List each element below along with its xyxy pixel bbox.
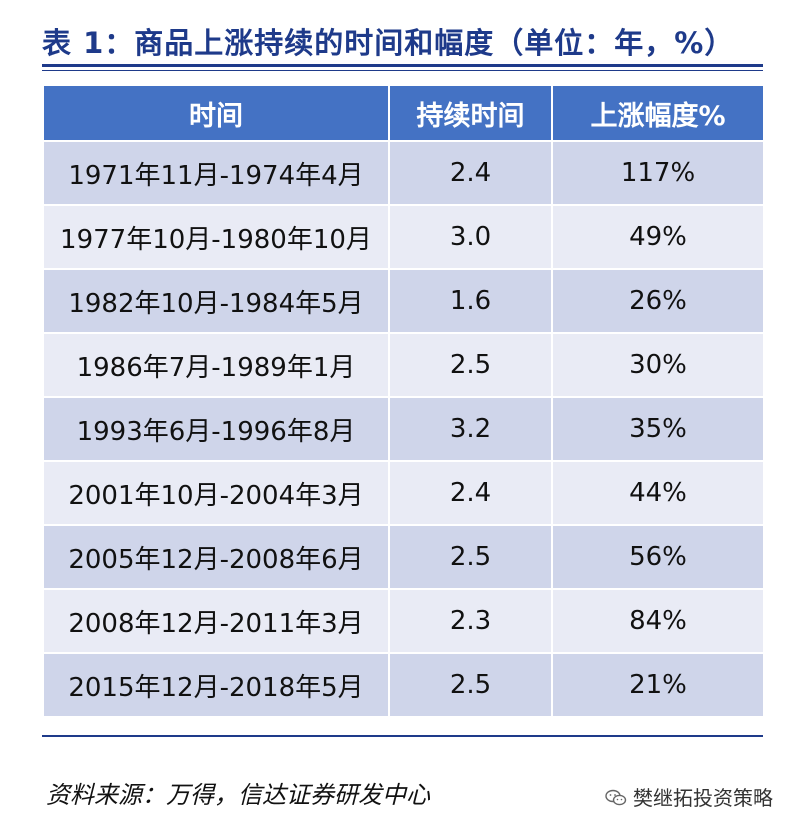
wechat-icon — [605, 788, 627, 806]
watermark: 樊继拓投资策略 — [605, 782, 773, 811]
header-increase: 上涨幅度% — [551, 84, 765, 142]
top-rule-thin — [42, 70, 763, 71]
table-header-row: 时间 持续时间 上涨幅度% — [42, 84, 765, 142]
table-row: 2001年10月-2004年3月 2.4 44% — [42, 460, 765, 526]
table-row: 1971年11月-1974年4月 2.4 117% — [42, 140, 765, 206]
table-title: 表 1：商品上涨持续的时间和幅度（单位：年，%） — [42, 26, 735, 60]
table-row: 2008年12月-2011年3月 2.3 84% — [42, 588, 765, 654]
cell-duration: 2.5 — [388, 332, 553, 398]
cell-period: 1993年6月-1996年8月 — [42, 396, 390, 462]
cell-increase: 21% — [551, 652, 765, 718]
cell-period: 1982年10月-1984年5月 — [42, 268, 390, 334]
cell-increase: 26% — [551, 268, 765, 334]
cell-duration: 2.5 — [388, 524, 553, 590]
cell-duration: 3.0 — [388, 204, 553, 270]
cell-increase: 84% — [551, 588, 765, 654]
source-note: 资料来源：万得，信达证券研发中心 — [46, 781, 430, 809]
cell-duration: 3.2 — [388, 396, 553, 462]
cell-increase: 44% — [551, 460, 765, 526]
cell-duration: 2.4 — [388, 140, 553, 206]
data-table: 时间 持续时间 上涨幅度% 1971年11月-1974年4月 2.4 117% … — [42, 84, 765, 718]
cell-duration: 2.4 — [388, 460, 553, 526]
cell-period: 2005年12月-2008年6月 — [42, 524, 390, 590]
cell-duration: 2.3 — [388, 588, 553, 654]
top-rule — [42, 64, 763, 67]
header-period: 时间 — [42, 84, 390, 142]
cell-duration: 2.5 — [388, 652, 553, 718]
cell-period: 1971年11月-1974年4月 — [42, 140, 390, 206]
cell-increase: 30% — [551, 332, 765, 398]
cell-period: 2015年12月-2018年5月 — [42, 652, 390, 718]
cell-increase: 35% — [551, 396, 765, 462]
bottom-rule — [42, 735, 763, 737]
table-row: 2015年12月-2018年5月 2.5 21% — [42, 652, 765, 718]
table-row: 1982年10月-1984年5月 1.6 26% — [42, 268, 765, 334]
cell-period: 1986年7月-1989年1月 — [42, 332, 390, 398]
table-row: 1986年7月-1989年1月 2.5 30% — [42, 332, 765, 398]
cell-period: 1977年10月-1980年10月 — [42, 204, 390, 270]
data-table-container: 时间 持续时间 上涨幅度% 1971年11月-1974年4月 2.4 117% … — [42, 84, 765, 718]
table-row: 2005年12月-2008年6月 2.5 56% — [42, 524, 765, 590]
cell-increase: 117% — [551, 140, 765, 206]
cell-increase: 49% — [551, 204, 765, 270]
cell-period: 2001年10月-2004年3月 — [42, 460, 390, 526]
table-row: 1977年10月-1980年10月 3.0 49% — [42, 204, 765, 270]
cell-period: 2008年12月-2011年3月 — [42, 588, 390, 654]
watermark-text: 樊继拓投资策略 — [633, 786, 773, 810]
table-row: 1993年6月-1996年8月 3.2 35% — [42, 396, 765, 462]
header-duration: 持续时间 — [388, 84, 553, 142]
cell-duration: 1.6 — [388, 268, 553, 334]
cell-increase: 56% — [551, 524, 765, 590]
